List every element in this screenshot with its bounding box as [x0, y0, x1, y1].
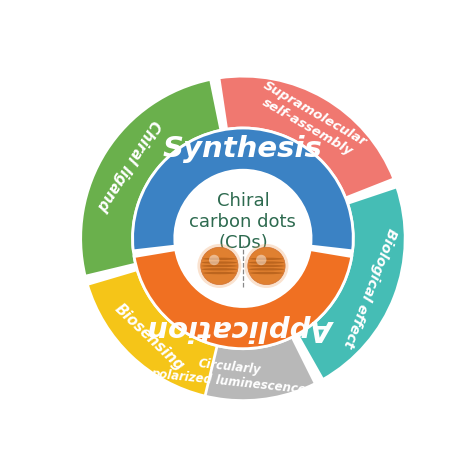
- Ellipse shape: [250, 258, 283, 260]
- Circle shape: [209, 255, 219, 265]
- Ellipse shape: [201, 265, 237, 267]
- Circle shape: [197, 244, 241, 288]
- Circle shape: [245, 244, 289, 288]
- Text: Chiral ligand: Chiral ligand: [93, 117, 163, 213]
- Circle shape: [175, 170, 311, 306]
- Wedge shape: [133, 128, 353, 251]
- Ellipse shape: [248, 265, 285, 267]
- Wedge shape: [219, 76, 394, 198]
- Ellipse shape: [202, 272, 236, 274]
- Text: Circularly
polarized luminescence: Circularly polarized luminescence: [150, 352, 308, 396]
- Circle shape: [248, 247, 285, 285]
- Wedge shape: [87, 270, 217, 396]
- Circle shape: [256, 255, 266, 265]
- Text: Chiral
carbon dots
(CDs): Chiral carbon dots (CDs): [190, 192, 296, 252]
- Ellipse shape: [202, 258, 236, 260]
- Circle shape: [201, 247, 238, 285]
- Ellipse shape: [248, 268, 284, 270]
- Wedge shape: [81, 79, 221, 276]
- Text: Synthesis: Synthesis: [163, 135, 323, 163]
- Ellipse shape: [201, 268, 237, 270]
- Text: Biological effect: Biological effect: [341, 226, 400, 349]
- Ellipse shape: [250, 272, 283, 274]
- Wedge shape: [134, 250, 352, 349]
- Text: Supramolecular
self-assembly: Supramolecular self-assembly: [253, 79, 369, 162]
- Text: Biosensing: Biosensing: [111, 301, 187, 373]
- Ellipse shape: [248, 261, 284, 264]
- Ellipse shape: [201, 261, 237, 264]
- Text: Application: Application: [150, 313, 336, 342]
- Wedge shape: [297, 187, 405, 379]
- Wedge shape: [142, 325, 315, 401]
